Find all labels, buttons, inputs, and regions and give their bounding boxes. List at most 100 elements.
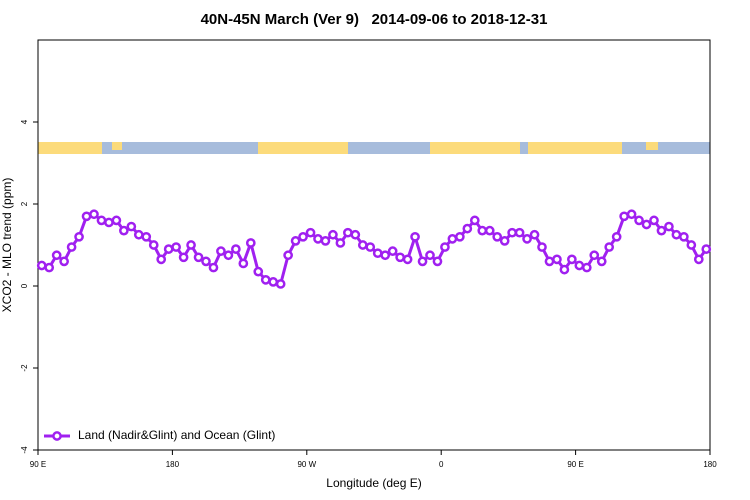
data-point [36, 260, 47, 271]
data-point [410, 231, 420, 242]
chart-title: 40N-45N March (Ver 9) 2014-09-06 to 2018… [201, 11, 548, 28]
data-point [611, 231, 622, 242]
data-point [425, 250, 435, 261]
data-point [581, 262, 592, 273]
data-point [66, 242, 77, 252]
data-point [201, 256, 211, 267]
x-tick-label: 90 E [567, 460, 583, 469]
x-axis-label: Longitude (deg E) [326, 476, 421, 490]
data-point [44, 262, 55, 273]
data-point [604, 242, 615, 252]
data-point [320, 236, 331, 246]
data-point [141, 231, 152, 242]
data-point [380, 250, 391, 261]
data-point [395, 252, 405, 263]
data-point [298, 231, 308, 242]
y-axis-label: XCO2 - MLO trend (ppm) [0, 178, 14, 313]
data-point [171, 242, 181, 252]
data-point [574, 260, 585, 271]
data-point [51, 250, 62, 261]
data-point [634, 215, 644, 226]
land-band [528, 142, 622, 154]
x-tick-label: 90 E [30, 460, 46, 469]
data-point [679, 231, 689, 242]
data-point [148, 240, 159, 250]
data-point [552, 254, 562, 265]
land-band [38, 142, 102, 154]
data-point [514, 227, 525, 238]
data-point [89, 209, 99, 220]
data-point [372, 248, 383, 259]
data-point [290, 236, 301, 246]
data-point [440, 242, 450, 252]
data-point [492, 231, 503, 242]
y-tick-label: 0 [20, 283, 29, 288]
data-point [619, 211, 629, 222]
x-tick-label: 180 [166, 460, 180, 469]
data-point [156, 254, 167, 265]
data-point [693, 254, 704, 265]
data-point [178, 252, 189, 263]
data-point [671, 229, 682, 240]
data-point [387, 246, 398, 256]
data-point [432, 256, 443, 267]
data-point [81, 211, 92, 222]
data-point [163, 244, 174, 254]
data-point [596, 256, 607, 267]
x-tick-label: 0 [439, 460, 444, 469]
data-point [701, 244, 712, 254]
data-point [649, 215, 659, 226]
data-point [626, 209, 637, 220]
legend-label: Land (Nadir&Glint) and Ocean (Glint) [78, 428, 275, 442]
data-point [193, 252, 204, 263]
data-point [119, 225, 129, 236]
data-point [537, 242, 547, 252]
data-point [357, 240, 368, 250]
data-point [477, 225, 488, 236]
data-point [231, 244, 241, 254]
data-point [104, 217, 114, 228]
data-point [74, 231, 84, 242]
data-point [275, 279, 286, 289]
data-point [529, 229, 540, 240]
data-point [589, 250, 600, 261]
data-point [686, 240, 697, 250]
data-point [656, 225, 667, 236]
data-point [507, 227, 517, 238]
data-point [335, 238, 346, 248]
y-tick-label: 2 [20, 201, 29, 206]
data-point [499, 236, 510, 246]
data-point [305, 227, 316, 238]
plot-frame [37, 39, 711, 451]
data-point [462, 223, 473, 234]
data-point [402, 254, 413, 265]
data-point [417, 256, 428, 267]
data-point [365, 242, 376, 252]
land-band [646, 142, 658, 150]
data-point [641, 219, 652, 230]
data-point [216, 246, 226, 256]
data-point [238, 258, 249, 269]
data-point [208, 262, 219, 273]
data-point [484, 225, 495, 236]
data-point [313, 234, 323, 244]
data-point [664, 221, 674, 232]
data-point [544, 256, 555, 267]
data-point [126, 221, 137, 232]
data-point [447, 234, 458, 244]
data-point [245, 238, 256, 248]
data-point [111, 215, 122, 226]
data-point [186, 240, 196, 250]
data-point [223, 250, 234, 261]
y-tick-label: -4 [20, 446, 29, 454]
data-point [343, 227, 353, 238]
y-tick-label: 4 [20, 119, 29, 124]
data-point [350, 229, 361, 240]
x-tick-label: 180 [703, 460, 717, 469]
data-point [260, 275, 271, 285]
data-point [567, 254, 577, 265]
land-band [430, 142, 520, 154]
data-point [522, 234, 532, 244]
data-point [59, 256, 69, 267]
